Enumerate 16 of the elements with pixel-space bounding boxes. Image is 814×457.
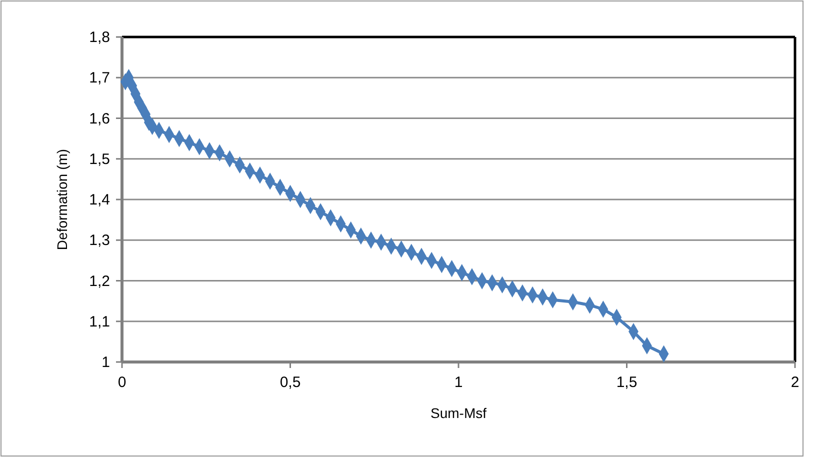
y-tick-label: 1,6	[89, 110, 110, 128]
x-tick-label: 1	[454, 374, 463, 391]
y-tick-label: 1,4	[89, 192, 110, 208]
y-tick-label: 1,2	[89, 272, 110, 290]
x-tick-label: 0,5	[280, 374, 301, 391]
y-tick-label: 1	[102, 354, 110, 371]
y-tick-label: 1,3	[89, 232, 110, 250]
x-tick-label: 1,5	[616, 374, 638, 391]
y-axis-title: Deformation (m)	[54, 148, 70, 250]
y-tick-label: 1,7	[89, 70, 110, 87]
x-axis-title: Sum-Msf	[430, 405, 487, 421]
x-tick-label: 0	[118, 374, 126, 391]
y-tick-label: 1,1	[89, 313, 110, 330]
y-tick-label: 1,8	[89, 29, 110, 46]
y-tick-label: 1,5	[89, 150, 110, 168]
x-tick-label: 2	[790, 374, 800, 391]
